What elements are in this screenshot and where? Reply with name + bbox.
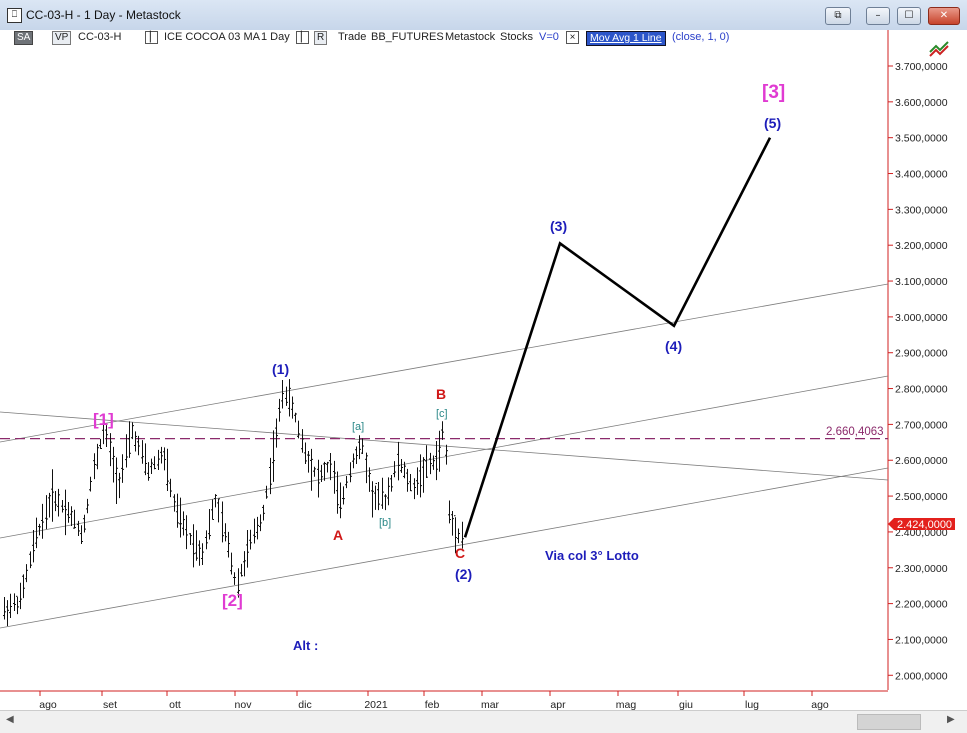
price-tick-label: 3.100,0000 <box>895 276 948 288</box>
price-tick-label: 3.300,0000 <box>895 204 948 216</box>
price-bars <box>3 379 464 627</box>
wave-label-1-square: [1] <box>93 410 114 429</box>
period-menu-icon[interactable]: ⎢ <box>296 31 309 44</box>
time-tick-label: mar <box>481 699 500 710</box>
price-tick-label: 3.500,0000 <box>895 133 948 145</box>
moving-average-params: (close, 1, 0) <box>672 31 730 43</box>
wave-projection-line[interactable] <box>463 137 772 538</box>
trendlines <box>0 283 889 629</box>
close-indicator-icon[interactable]: × <box>566 31 579 44</box>
close-button[interactable]: ✕ <box>928 7 960 25</box>
chart-toolbar: SA VP CC-03-H ⎢ ICE COCOA 03 MA 1 Day ⎢ … <box>0 30 890 46</box>
price-tick-label: 2.800,0000 <box>895 384 948 396</box>
upper-channel-line[interactable] <box>0 283 889 443</box>
wave-label-a: A <box>333 527 343 543</box>
note-text: Via col 3° Lotto <box>545 548 639 563</box>
descending-trendline[interactable] <box>0 411 889 481</box>
price-tick-label: 3.000,0000 <box>895 312 948 324</box>
scrollbar-thumb[interactable] <box>857 714 921 730</box>
sa-button[interactable]: SA <box>14 31 34 45</box>
last-price-tag-bg <box>888 518 955 530</box>
time-tick-label: apr <box>550 699 566 710</box>
wave-label-2-square: [2] <box>222 591 243 610</box>
time-axis-ticks: ago set ott nov dic 2021 feb mar apr mag giu lug ago <box>39 691 829 710</box>
time-tick-label: mag <box>616 699 637 710</box>
price-tick-label: 2.000,0000 <box>895 670 948 682</box>
instrument-label: ICE COCOA 03 MA <box>164 31 260 43</box>
wave-label-sub-b: [b] <box>379 517 391 529</box>
period-label: 1 Day <box>261 31 290 43</box>
chart-tools-icon[interactable] <box>929 41 949 57</box>
price-tick-label: 2.100,0000 <box>895 634 948 646</box>
time-tick-label: ago <box>811 699 829 710</box>
source-label: BB_FUTURES <box>371 31 444 43</box>
wave-label-c: C <box>455 545 465 561</box>
symbol-label: CC-03-H <box>78 31 122 43</box>
chart-area[interactable] <box>0 30 967 732</box>
r-button[interactable]: R <box>314 31 328 45</box>
scroll-left-icon[interactable]: ◀ <box>6 714 14 725</box>
horizontal-scrollbar[interactable]: ◀ ▶ <box>0 710 967 733</box>
app-label: Metastock <box>445 31 496 43</box>
maximize-button[interactable]: ☐ <box>897 7 921 25</box>
wave-label-3: (3) <box>550 218 567 234</box>
minimize-button[interactable]: – <box>866 7 890 25</box>
price-tick-label: 2.700,0000 <box>895 419 948 431</box>
mid-channel-line[interactable] <box>0 375 889 539</box>
time-tick-label: lug <box>745 699 759 710</box>
time-tick-label: 2021 <box>364 699 388 710</box>
price-tick-label: 3.400,0000 <box>895 169 948 181</box>
wave-label-2: (2) <box>455 566 472 582</box>
time-tick-label: ago <box>39 699 57 710</box>
price-axis-ticks: 3.700,0000 3.600,0000 3.500,0000 3.400,0000… <box>888 61 948 682</box>
wave-label-sub-a: [a] <box>352 421 364 433</box>
price-tick-label: 3.200,0000 <box>895 240 948 252</box>
wave-label-sub-c: [c] <box>436 408 448 420</box>
last-price-tag: 2.424,0000 <box>888 518 955 531</box>
price-tick-label: 2.200,0000 <box>895 599 948 611</box>
window-title: CC-03-H - 1 Day - Metastock <box>26 8 181 22</box>
time-tick-label: set <box>103 699 117 710</box>
dashed-level-label: 2.660,4063 <box>826 426 884 438</box>
time-tick-label: nov <box>235 699 253 710</box>
scroll-right-icon[interactable]: ▶ <box>947 714 955 725</box>
restore-icon[interactable]: ⧉ <box>825 7 851 25</box>
vp-button[interactable]: VP <box>52 31 72 45</box>
moving-average-label[interactable]: Mov Avg 1 Line <box>586 31 666 46</box>
price-tick-label: 2.500,0000 <box>895 491 948 503</box>
time-tick-label: dic <box>298 699 311 710</box>
time-tick-label: feb <box>425 699 440 710</box>
wave-label-3-square: [3] <box>762 82 785 103</box>
lower-channel-line[interactable] <box>0 467 889 629</box>
alt-label: Alt : <box>293 638 318 653</box>
price-tick-label: 3.600,0000 <box>895 97 948 109</box>
window-titlebar: ⎕ CC-03-H - 1 Day - Metastock ⧉ – ☐ ✕ <box>0 0 967 31</box>
price-tick-label: 2.900,0000 <box>895 348 948 360</box>
wave-label-1: (1) <box>272 361 289 377</box>
app-icon[interactable]: ⎕ <box>7 8 22 23</box>
wave-label-b: B <box>436 386 446 402</box>
time-tick-label: giu <box>679 699 693 710</box>
price-tick-label: 3.700,0000 <box>895 61 948 73</box>
wave-label-5: (5) <box>764 115 781 131</box>
price-tick-label: 2.300,0000 <box>895 563 948 575</box>
stocks-label: Stocks <box>500 31 534 43</box>
symbol-menu-icon[interactable]: ⎢ <box>145 31 158 44</box>
time-tick-label: ott <box>169 699 181 710</box>
volume-label: V=0 <box>539 31 559 43</box>
trade-label: Trade <box>338 31 367 43</box>
price-chart[interactable]: 3.700,0000 3.600,0000 3.500,0000 3.400,0000… <box>0 30 967 710</box>
price-tick-label: 2.600,0000 <box>895 455 948 467</box>
wave-label-4: (4) <box>665 338 682 354</box>
last-price-label: 2.424,0000 <box>897 519 952 531</box>
